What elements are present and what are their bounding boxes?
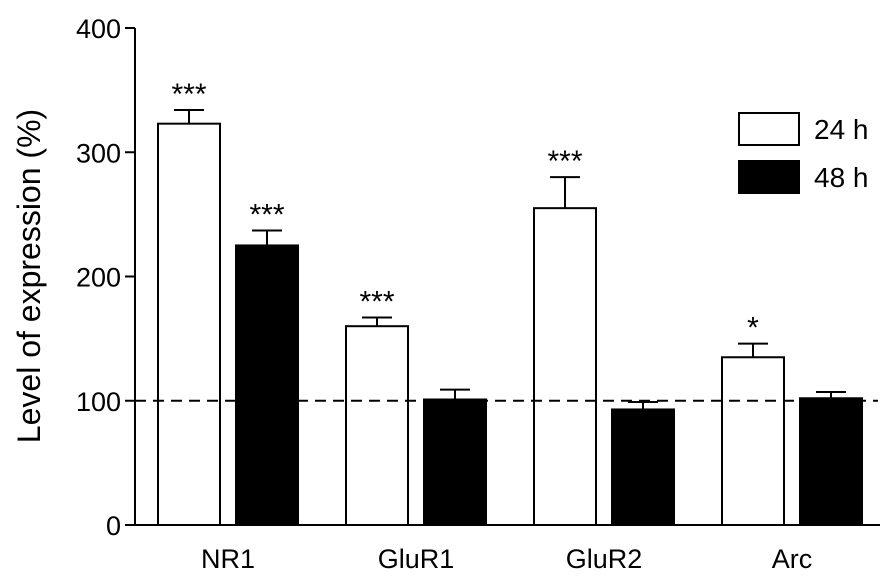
legend-swatch: [738, 160, 800, 194]
bar: [157, 122, 221, 527]
bar: [235, 244, 299, 526]
y-tick-label: 100: [76, 387, 121, 417]
legend: 24 h 48 h: [738, 112, 869, 194]
x-tick-label: GluR1: [378, 544, 455, 574]
x-tick-labels: NR1 GluR1 GluR2 Arc: [201, 544, 812, 574]
significance-label: ***: [171, 78, 206, 111]
significance-label: ***: [359, 286, 394, 319]
y-tick-label: 400: [76, 14, 121, 44]
bar: [345, 325, 409, 527]
x-tick-label: GluR2: [566, 544, 643, 574]
y-axis-title: Level of expression (%): [11, 109, 47, 443]
x-tick-label: Arc: [772, 544, 813, 574]
bar: [721, 356, 785, 527]
bar: [423, 398, 487, 527]
x-tick-label: NR1: [201, 544, 255, 574]
significance-label: ***: [547, 145, 582, 178]
bar: [533, 207, 597, 526]
bar: [611, 408, 675, 527]
y-ticks: 0 100 200 300 400: [76, 14, 135, 541]
legend-swatch: [738, 112, 800, 146]
legend-label: 48 h: [814, 162, 869, 193]
significance-label: *: [747, 312, 759, 345]
significance-label: ***: [249, 199, 284, 232]
y-tick-label: 200: [76, 263, 121, 293]
y-tick-label: 300: [76, 138, 121, 168]
bars: *************: [157, 78, 863, 527]
y-tick-label: 0: [106, 511, 121, 541]
bar: [799, 397, 863, 527]
legend-label: 24 h: [814, 114, 869, 145]
